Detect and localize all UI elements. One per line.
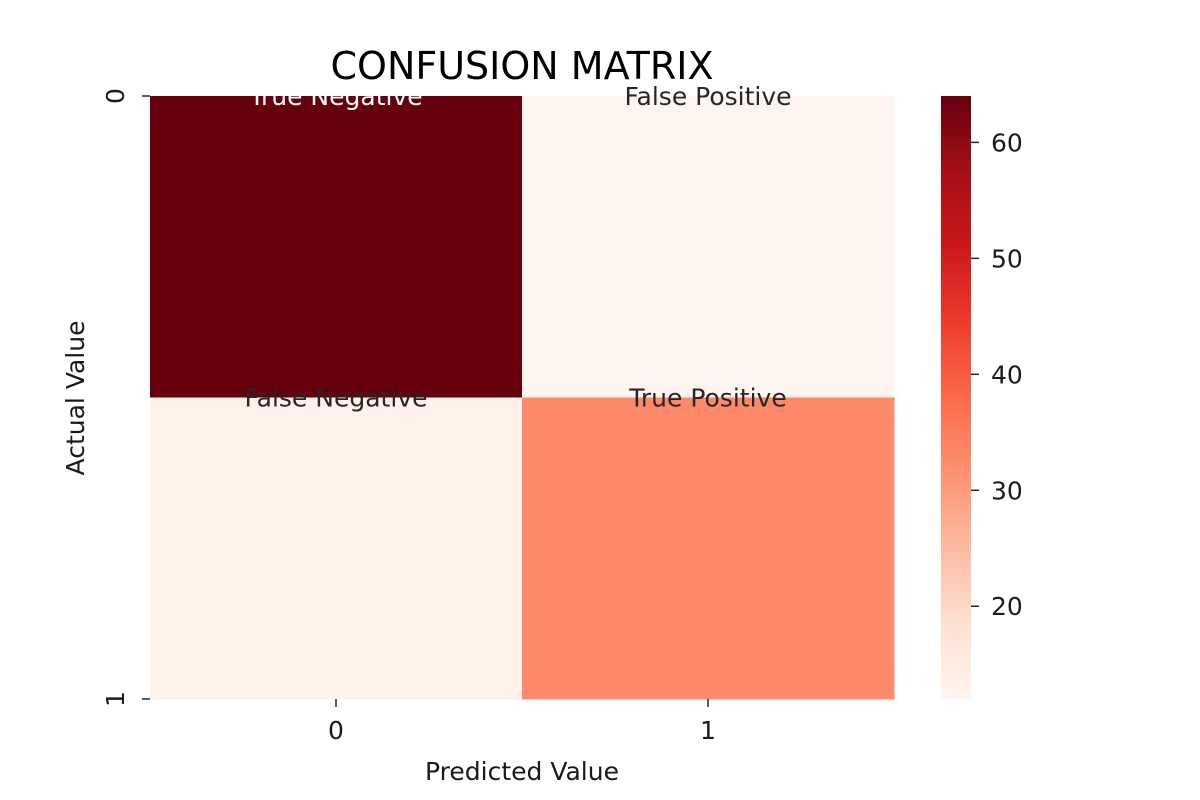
chart-title: CONFUSION MATRIX [331, 44, 714, 88]
y-axis-label: Actual Value [61, 321, 90, 476]
y-axis-ticks: 01 [101, 88, 150, 707]
colorbar-tick-label-3: 50 [991, 244, 1023, 273]
heatmap-cells [150, 96, 895, 700]
heatmap-cell-labels: True Negative False Positive False Negativ… [245, 82, 792, 413]
heatmap-cell-0-0 [150, 96, 523, 398]
colorbar-gradient [941, 96, 971, 699]
cell-label-0-1: False Positive [624, 82, 791, 111]
y-tick-label-1: 1 [101, 691, 130, 707]
cell-label-1-0: False Negative [245, 384, 428, 413]
colorbar-tick-label-0: 20 [991, 592, 1023, 621]
x-tick-label-1: 1 [700, 716, 716, 745]
cell-label-0-0: True Negative [248, 82, 422, 111]
colorbar-tick-label-4: 60 [991, 128, 1023, 157]
heatmap-cell-1-0 [150, 397, 523, 700]
colorbar: 20 30 40 50 60 [941, 96, 1023, 699]
cell-label-1-1: True Positive [628, 384, 786, 413]
colorbar-tick-label-2: 40 [991, 360, 1023, 389]
heatmap-cell-0-1 [522, 96, 895, 398]
x-tick-label-0: 0 [328, 716, 344, 745]
x-axis-label: Predicted Value [425, 757, 619, 786]
y-tick-label-0: 0 [101, 88, 130, 104]
colorbar-ticks: 20 30 40 50 60 [971, 128, 1023, 621]
heatmap-cell-1-1 [522, 397, 895, 700]
colorbar-tick-label-1: 30 [991, 476, 1023, 505]
